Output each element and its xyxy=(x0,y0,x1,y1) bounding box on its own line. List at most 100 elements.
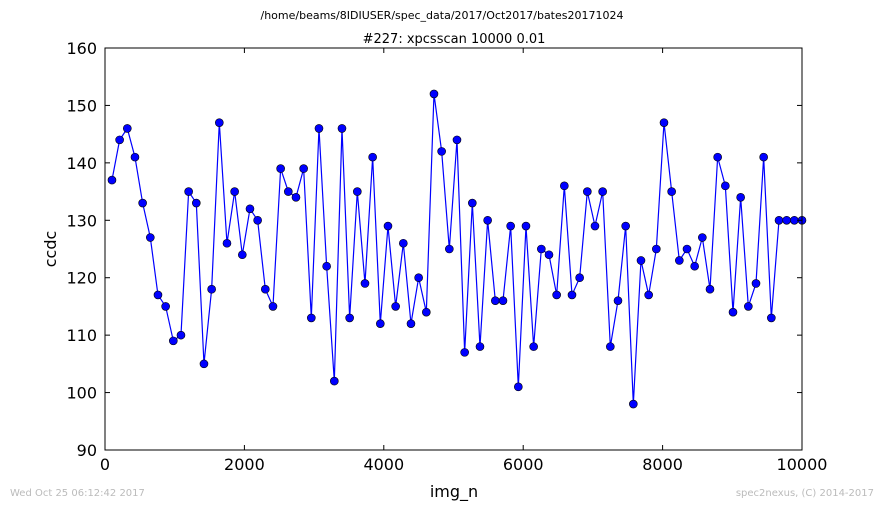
footer-credit: spec2nexus, (C) 2014-2017 xyxy=(735,488,874,499)
data-point xyxy=(337,124,347,133)
data-point xyxy=(291,193,301,202)
y-tick-label: 120 xyxy=(66,269,97,288)
x-tick-label: 2000 xyxy=(224,455,265,474)
data-point xyxy=(629,399,638,409)
data-point xyxy=(176,330,186,340)
data-point xyxy=(728,307,738,317)
y-tick-label: 140 xyxy=(66,154,97,173)
data-point xyxy=(736,193,745,202)
data-point xyxy=(153,290,163,300)
data-point xyxy=(544,250,554,260)
data-point xyxy=(299,164,308,173)
data-point xyxy=(161,302,170,311)
data-point xyxy=(360,279,370,288)
data-point xyxy=(169,336,178,346)
data-point xyxy=(475,342,485,351)
data-point xyxy=(713,152,722,162)
y-tick-label: 160 xyxy=(66,39,97,58)
data-point xyxy=(721,181,730,191)
data-point xyxy=(261,284,270,294)
data-point xyxy=(552,290,561,300)
data-point xyxy=(199,359,209,369)
data-point xyxy=(391,302,400,311)
data-point xyxy=(452,135,462,145)
data-point xyxy=(353,187,362,196)
y-tick-label: 150 xyxy=(66,96,97,115)
series-layer xyxy=(107,89,807,409)
data-point xyxy=(406,319,416,328)
data-point xyxy=(644,290,653,300)
data-point xyxy=(307,313,316,323)
data-point xyxy=(445,244,454,254)
data-point xyxy=(414,273,423,283)
data-point xyxy=(498,296,508,305)
data-point xyxy=(560,181,569,191)
data-point xyxy=(613,296,623,305)
data-point xyxy=(759,152,768,162)
data-point xyxy=(767,313,776,323)
y-tick-label: 100 xyxy=(66,384,97,403)
data-point xyxy=(667,187,676,196)
data-point xyxy=(437,147,446,156)
data-point xyxy=(276,164,285,173)
data-point xyxy=(583,187,592,196)
data-point xyxy=(314,124,324,133)
data-point xyxy=(238,250,247,260)
data-point xyxy=(529,342,538,351)
figure-suptitle-path: /home/beams/8IDIUSER/spec_data/2017/Oct2… xyxy=(260,9,624,22)
chart-title: #227: xpcsscan 10000 0.01 xyxy=(363,32,546,47)
data-point xyxy=(590,221,600,231)
data-point xyxy=(567,290,577,300)
footer-timestamp: Wed Oct 25 06:12:42 2017 xyxy=(10,488,145,499)
data-point xyxy=(383,221,393,231)
x-axis-label: img_n xyxy=(430,482,478,502)
data-point xyxy=(682,244,692,254)
data-point xyxy=(368,152,377,162)
data-point xyxy=(514,382,523,392)
data-point xyxy=(652,244,661,254)
data-point xyxy=(130,152,140,162)
data-point xyxy=(422,307,431,317)
data-point xyxy=(284,187,293,196)
data-point xyxy=(690,261,699,271)
plot-frame xyxy=(104,47,803,451)
x-tick-label: 8000 xyxy=(642,455,683,474)
data-point xyxy=(698,233,707,242)
data-point xyxy=(460,348,469,357)
data-point xyxy=(621,221,630,231)
data-point xyxy=(751,279,761,288)
data-point xyxy=(345,313,354,323)
data-point xyxy=(782,215,791,225)
x-tick-label: 0 xyxy=(100,455,110,474)
data-point xyxy=(675,256,684,265)
data-point xyxy=(744,302,753,311)
data-point xyxy=(521,221,531,231)
data-point xyxy=(636,256,646,265)
data-point xyxy=(491,296,500,305)
data-point xyxy=(774,215,784,225)
y-tick-label: 130 xyxy=(66,211,97,230)
data-point xyxy=(429,89,439,99)
data-point xyxy=(537,244,546,254)
data-point xyxy=(322,261,331,271)
data-point xyxy=(115,135,124,145)
data-point xyxy=(575,273,584,283)
data-point xyxy=(192,198,201,208)
data-point xyxy=(606,342,615,351)
data-point xyxy=(184,187,193,196)
y-tick-label: 90 xyxy=(77,441,97,460)
data-point xyxy=(506,221,515,231)
data-point xyxy=(207,284,216,294)
data-point xyxy=(659,118,669,127)
data-point xyxy=(399,238,408,248)
x-tick-label: 4000 xyxy=(363,455,404,474)
data-point xyxy=(483,215,492,225)
data-point xyxy=(107,175,117,185)
x-tick-label: 6000 xyxy=(503,455,544,474)
data-point xyxy=(123,124,132,133)
data-point xyxy=(376,319,385,328)
y-axis-label: ccdc xyxy=(41,231,60,268)
data-point xyxy=(598,187,607,196)
data-point xyxy=(222,238,232,248)
